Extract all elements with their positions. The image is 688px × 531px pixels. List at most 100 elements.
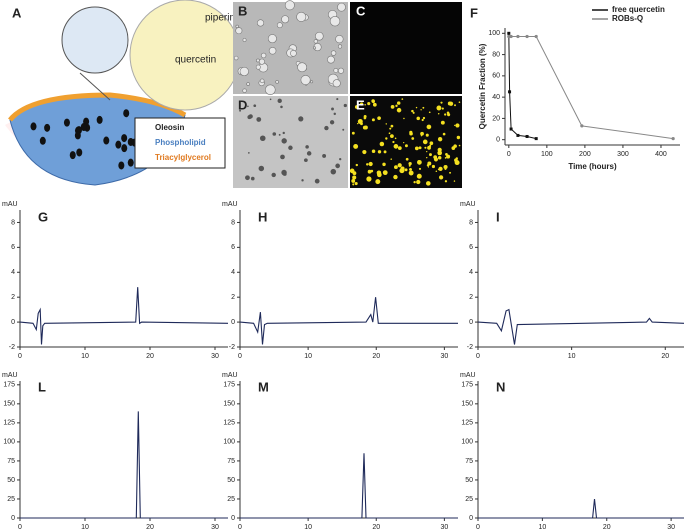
droplet: [397, 163, 402, 168]
droplet: [411, 137, 415, 140]
marker: [509, 34, 513, 39]
y-tick-label: 75: [227, 458, 235, 465]
droplet: [260, 52, 267, 59]
droplet: [354, 105, 359, 109]
droplet: [416, 173, 422, 179]
y-tick-label: 100: [488, 30, 500, 37]
droplet: [396, 107, 402, 113]
droplet: [409, 167, 412, 171]
dot: [44, 123, 51, 132]
droplet: [290, 49, 297, 57]
droplet: [362, 125, 367, 130]
droplet: [397, 146, 402, 151]
droplet: [444, 167, 447, 170]
data-line: [478, 498, 684, 519]
droplet: [422, 116, 426, 120]
droplet: [401, 98, 404, 100]
droplet: [426, 151, 428, 153]
droplet: [235, 24, 239, 28]
droplet: [443, 164, 448, 170]
marker: [534, 137, 538, 141]
droplet: [278, 133, 281, 136]
x-tick-label: 20: [372, 353, 380, 360]
y-axis-label: mAU: [460, 201, 476, 208]
droplet: [444, 113, 447, 116]
droplet: [268, 46, 277, 55]
dot: [121, 144, 128, 153]
droplet: [427, 166, 430, 168]
droplet: [303, 158, 308, 163]
droplet: [411, 109, 414, 113]
x-tick-label: 30: [211, 353, 219, 360]
data-line: [20, 411, 228, 519]
y-tick-label: 125: [3, 420, 15, 427]
droplet: [424, 146, 427, 149]
droplet: [440, 120, 445, 125]
y-tick-label: 25: [227, 496, 235, 503]
droplet: [409, 131, 413, 136]
y-tick-label: 8: [231, 219, 235, 226]
droplet: [269, 98, 272, 101]
dot: [80, 123, 87, 132]
droplet: [393, 174, 398, 180]
droplet: [396, 101, 401, 105]
droplet: [370, 169, 374, 173]
y-tick-label: 150: [223, 401, 235, 408]
x-tick-label: 0: [18, 524, 22, 531]
droplet: [455, 123, 460, 128]
droplet: [337, 2, 346, 12]
droplet: [247, 115, 252, 120]
marker: [534, 34, 538, 39]
x-tick-label: 10: [304, 524, 312, 531]
micrograph: [350, 96, 462, 188]
y-tick-label: 60: [492, 73, 500, 80]
dot: [69, 151, 76, 160]
droplet: [259, 78, 265, 84]
droplet: [339, 158, 342, 161]
y-tick-label: 100: [3, 439, 15, 446]
y-tick-label: 0: [231, 319, 235, 326]
panel-label: D: [238, 97, 247, 112]
micrograph-dots: [233, 0, 461, 186]
droplet: [351, 178, 356, 183]
y-tick-label: -2: [9, 344, 15, 351]
marker: [671, 137, 675, 141]
molecule-name: piperine: [205, 13, 241, 24]
droplet: [385, 123, 388, 125]
droplet: [253, 104, 257, 108]
y-tick-label: 0: [469, 319, 473, 326]
droplet: [297, 62, 308, 73]
droplet: [390, 104, 395, 109]
droplet: [259, 135, 266, 142]
y-tick-label: 6: [469, 244, 473, 251]
panel-label: F: [470, 5, 478, 20]
droplet: [331, 107, 334, 111]
data-line: [477, 308, 685, 345]
droplet: [395, 104, 398, 108]
droplet: [455, 157, 458, 160]
droplet: [353, 143, 359, 149]
y-axis-label: mAU: [222, 201, 238, 208]
x-tick-label: 20: [372, 524, 380, 531]
droplet: [413, 181, 416, 184]
x-tick-label: 10: [304, 353, 312, 360]
droplet: [280, 105, 283, 109]
droplet: [351, 131, 355, 135]
x-tick-label: 30: [667, 524, 675, 531]
droplet: [438, 175, 444, 180]
droplet: [335, 163, 340, 169]
droplet: [399, 168, 405, 174]
legend-text: ROBs-Q: [612, 14, 643, 23]
droplet: [329, 16, 341, 27]
droplet: [301, 179, 304, 182]
data-line: [508, 33, 537, 140]
droplet: [390, 158, 393, 160]
panel-label: A: [12, 5, 22, 20]
droplet: [247, 105, 249, 108]
x-tick-label: 100: [541, 151, 553, 158]
x-tick-label: 200: [579, 151, 591, 158]
droplet: [360, 102, 364, 106]
droplet: [280, 154, 285, 160]
data-line: [19, 287, 229, 345]
droplet: [256, 19, 265, 27]
